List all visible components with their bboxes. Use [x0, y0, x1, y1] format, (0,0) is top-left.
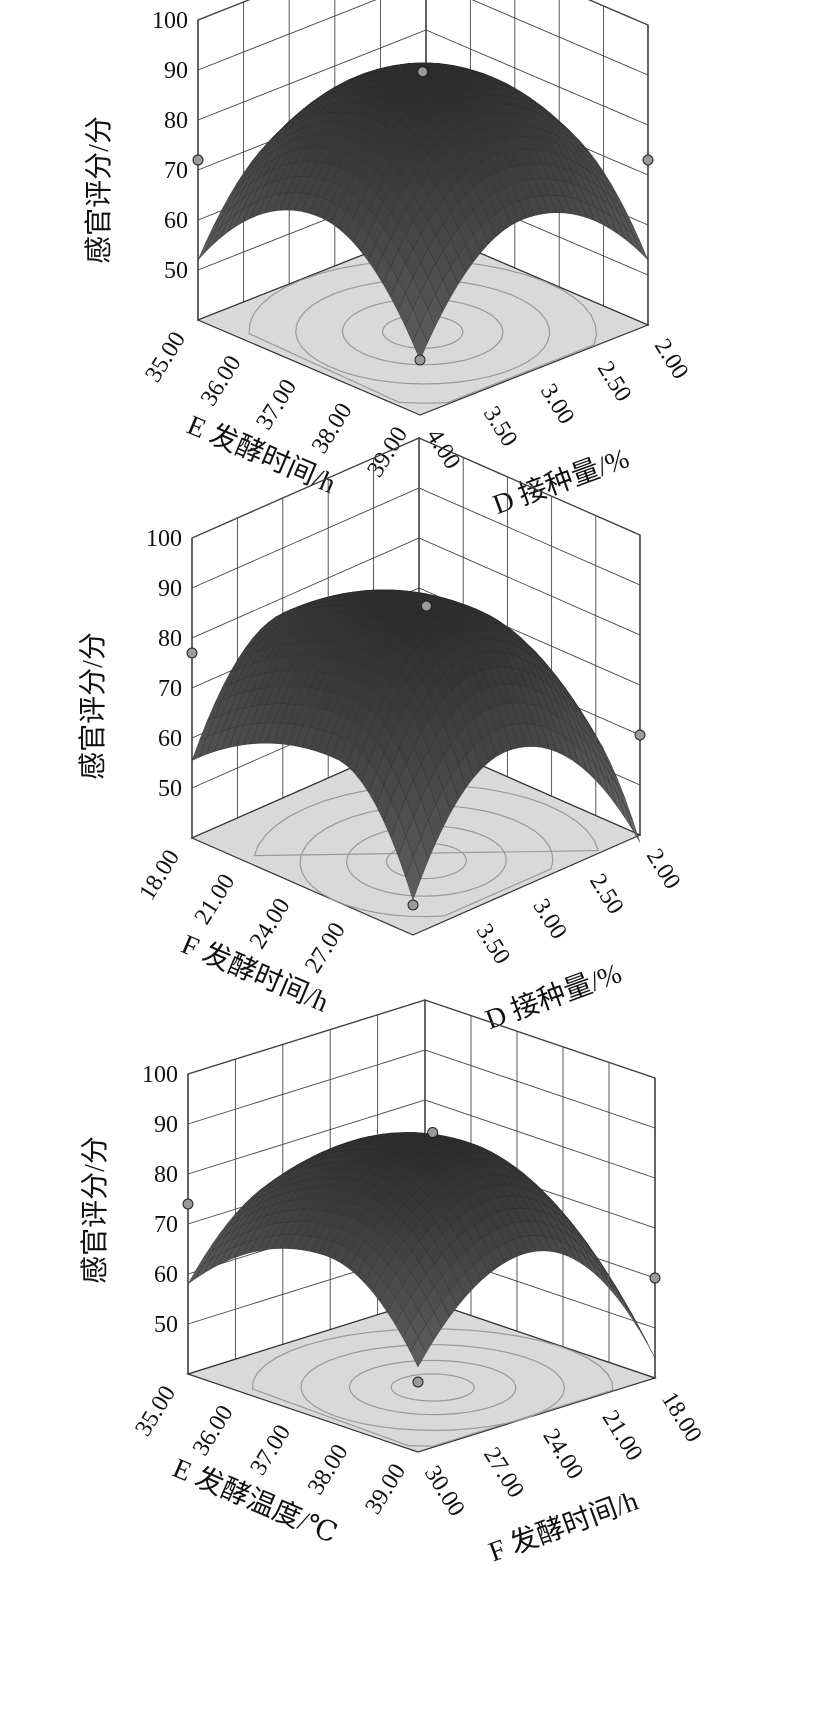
z-axis-title: 感官评分/分 — [83, 116, 115, 264]
right-axis-tick-label: 3.00 — [527, 894, 571, 943]
z-tick-label: 90 — [154, 1112, 178, 1138]
design-point — [193, 155, 203, 165]
wall-gridline-z — [188, 1000, 655, 1078]
z-tick-label: 80 — [158, 626, 182, 652]
z-tick-label: 100 — [146, 526, 182, 552]
z-tick-label: 80 — [154, 1162, 178, 1188]
design-point — [635, 730, 645, 740]
design-point — [413, 1377, 423, 1387]
left-axis-tick-label: 37.00 — [251, 375, 302, 435]
surface-cell — [608, 1280, 624, 1306]
left-axis-tick-label: 18.00 — [134, 845, 185, 905]
left-axis-tick-label: 37.00 — [245, 1420, 296, 1480]
surface-cell — [624, 1302, 640, 1330]
surface-cell — [616, 1291, 632, 1318]
z-axis: 50 60 70 80 90 100 感官评分/分 — [79, 1062, 178, 1338]
z-tick-label: 80 — [164, 108, 188, 134]
z-tick-label: 50 — [164, 258, 188, 284]
left-axis-tick-label: 38.00 — [303, 1440, 354, 1500]
z-tick-label: 90 — [158, 576, 182, 602]
design-point — [428, 1128, 438, 1138]
wall-gridline-z — [188, 1050, 655, 1128]
right-axis-tick-label: 2.50 — [592, 357, 636, 406]
right-axis-title: D 接种量/% — [489, 442, 634, 521]
design-point — [187, 648, 197, 658]
right-axis-tick-label: 2.00 — [649, 334, 693, 383]
left-axis-tick-label: 36.00 — [196, 351, 247, 411]
z-tick-label: 70 — [154, 1212, 178, 1238]
z-tick-label: 70 — [164, 158, 188, 184]
z-tick-label: 70 — [158, 676, 182, 702]
z-tick-label: 50 — [158, 776, 182, 802]
left-axis-tick-label: 39.00 — [360, 1459, 411, 1519]
right-axis-tick-label: 3.50 — [471, 919, 515, 968]
left-axis-tick-label: 36.00 — [188, 1401, 239, 1461]
response-surface — [188, 1132, 655, 1367]
design-point — [421, 601, 431, 611]
right-axis-tick-label: 30.00 — [419, 1461, 470, 1521]
z-axis-title: 感官评分/分 — [77, 632, 109, 780]
left-axis-tick-label: 21.00 — [190, 870, 241, 930]
z-tick-label: 90 — [164, 58, 188, 84]
z-tick-label: 50 — [154, 1312, 178, 1338]
right-axis-tick-label: 21.00 — [597, 1406, 648, 1466]
z-axis: 50 60 70 80 90 100 感官评分/分 — [77, 526, 182, 802]
z-tick-label: 60 — [164, 208, 188, 234]
design-point — [408, 900, 418, 910]
design-point — [183, 1199, 193, 1209]
z-tick-label: 60 — [158, 726, 182, 752]
left-axis-tick-label: 27.00 — [300, 918, 351, 978]
right-axis-tick-label: 3.50 — [478, 402, 522, 451]
left-axis-tick-label: 24.00 — [245, 894, 296, 954]
right-axis-tick-label: 3.00 — [535, 379, 579, 428]
right-axis-tick-label: 18.00 — [656, 1387, 707, 1447]
left-axis-tick-label: 35.00 — [140, 327, 191, 387]
design-point — [650, 1273, 660, 1283]
design-point — [418, 67, 428, 77]
right-axis-tick-label: 27.00 — [478, 1443, 529, 1503]
z-tick-label: 100 — [152, 8, 188, 34]
left-axis-tick-label: 35.00 — [130, 1381, 181, 1441]
right-axis-tick-label: 2.00 — [641, 844, 685, 893]
wall-gridline-z — [198, 0, 648, 25]
z-axis-title: 感官评分/分 — [79, 1136, 111, 1284]
right-axis-tick-label: 2.50 — [584, 869, 628, 918]
left-axis-tick-label: 38.00 — [307, 399, 358, 459]
z-tick-label: 100 — [142, 1062, 178, 1088]
z-axis: 50 60 70 80 90 100 感官评分/分 — [83, 8, 188, 284]
design-point — [643, 155, 653, 165]
wall-gridline-z — [192, 488, 640, 588]
z-tick-label: 60 — [154, 1262, 178, 1288]
surface-cell — [198, 235, 213, 260]
right-axis-tick-label: 24.00 — [537, 1424, 588, 1484]
design-point — [415, 355, 425, 365]
right-axis-title: D 接种量/% — [481, 957, 626, 1036]
